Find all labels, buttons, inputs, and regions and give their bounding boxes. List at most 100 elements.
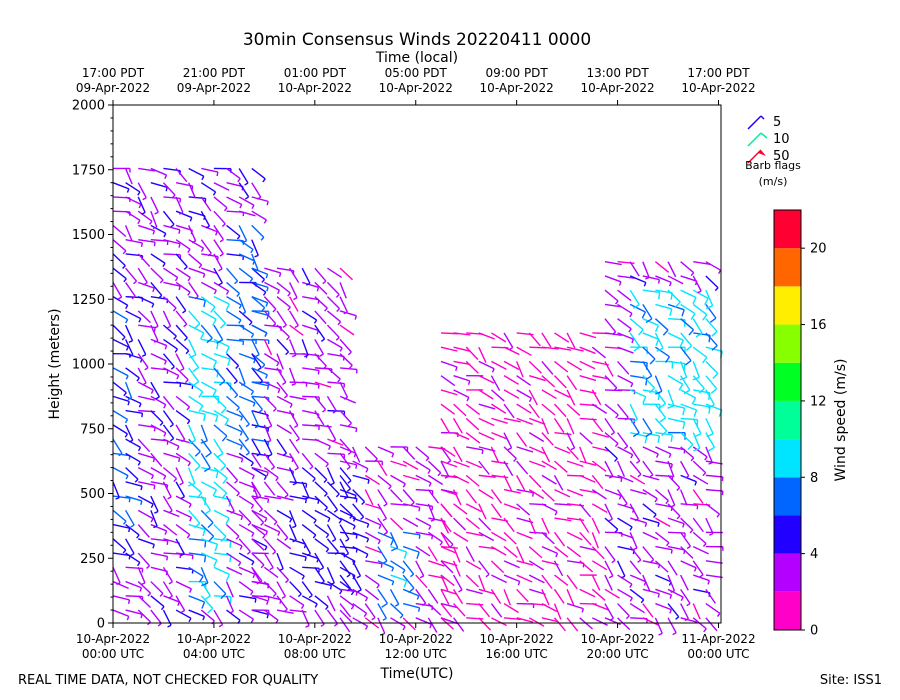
- barb-shaft: [226, 409, 243, 418]
- wind-barb: [541, 589, 550, 606]
- barb-shaft: [440, 517, 452, 533]
- wind-barb: [289, 481, 308, 488]
- wind-barb: [630, 431, 648, 444]
- barb-shaft: [592, 374, 610, 380]
- barb-shaft: [239, 595, 257, 600]
- barb-feather: [272, 551, 277, 555]
- barb-shaft: [667, 460, 675, 478]
- wind-barb: [213, 338, 230, 354]
- barb-feather: [239, 545, 243, 550]
- barb-feather: [610, 431, 615, 436]
- wind-barb: [478, 417, 495, 427]
- wind-barb: [705, 389, 715, 409]
- wind-barb: [137, 267, 148, 286]
- barb-shaft: [238, 296, 247, 313]
- barb-shaft: [453, 374, 470, 382]
- wind-barb: [705, 588, 716, 604]
- barb-shaft: [251, 481, 259, 499]
- wind-barb: [591, 403, 607, 414]
- barb-shaft: [213, 324, 224, 341]
- wind-barb: [490, 375, 501, 391]
- wind-barb: [516, 389, 533, 403]
- barb-shaft: [188, 566, 204, 577]
- wind-barb: [629, 289, 640, 309]
- wind-barb: [175, 552, 194, 560]
- barb-feather: [665, 500, 669, 505]
- wind-barb: [566, 403, 581, 416]
- barb-shaft: [251, 196, 269, 203]
- barb-feather: [218, 268, 223, 272]
- barb-shaft: [238, 410, 250, 425]
- barb-shaft: [225, 381, 239, 396]
- barb-feather: [150, 503, 154, 509]
- wind-barb: [490, 446, 500, 463]
- barb-shaft: [692, 460, 707, 474]
- barb-shaft: [617, 375, 634, 384]
- barb-shaft: [225, 581, 234, 598]
- barb-feather: [194, 450, 201, 457]
- wind-barb: [478, 332, 495, 340]
- barb-feather: [264, 332, 268, 337]
- barb-shaft: [604, 417, 616, 433]
- barb-feather: [698, 388, 705, 394]
- wind-barb: [655, 517, 671, 528]
- wind-barb: [238, 239, 254, 254]
- barb-shaft: [276, 552, 284, 570]
- barb-shaft: [617, 617, 631, 631]
- wind-barb: [112, 595, 131, 604]
- barb-feather: [633, 346, 641, 352]
- barb-feather: [348, 422, 352, 427]
- barb-shaft: [654, 531, 670, 544]
- barb-feather: [343, 396, 348, 400]
- barb-shaft: [200, 182, 216, 193]
- barb-feather: [382, 517, 387, 522]
- barb-shaft: [188, 239, 204, 249]
- barb-shaft: [326, 495, 339, 511]
- barb-feather: [294, 467, 299, 471]
- barb-feather: [659, 417, 667, 423]
- wind-barb: [541, 574, 553, 590]
- barb-shaft: [554, 346, 572, 351]
- barb-shaft: [692, 346, 708, 358]
- barb-shaft: [642, 418, 653, 434]
- wind-barb: [680, 332, 693, 351]
- barb-feather: [185, 350, 190, 355]
- barb-feather: [188, 439, 196, 444]
- barb-feather: [265, 274, 269, 279]
- barb-shaft: [175, 424, 186, 440]
- wind-barb: [163, 467, 178, 483]
- barb-feather: [126, 188, 130, 193]
- barb-feather: [300, 604, 305, 609]
- barb-feather: [210, 306, 216, 313]
- barb-shaft: [465, 417, 480, 431]
- wind-barb: [238, 225, 248, 244]
- wind-barb: [440, 389, 458, 396]
- wind-barb: [314, 452, 329, 468]
- barb-shaft: [125, 310, 142, 320]
- wind-barb: [616, 489, 628, 507]
- barb-shaft: [288, 524, 297, 541]
- barb-feather: [151, 303, 155, 308]
- wind-barb: [390, 446, 409, 452]
- barb-shaft: [137, 438, 151, 453]
- barb-shaft: [188, 167, 205, 177]
- wind-barb: [339, 452, 351, 470]
- barb-feather: [204, 509, 211, 515]
- wind-barb: [465, 546, 475, 562]
- barb-shaft: [415, 588, 427, 604]
- barb-feather: [250, 249, 254, 254]
- barb-feather: [609, 617, 614, 621]
- wind-barb: [163, 281, 181, 291]
- barb-feather: [266, 201, 269, 206]
- barb-feather: [668, 453, 672, 458]
- barb-shaft: [453, 503, 468, 515]
- barb-shaft: [112, 324, 126, 338]
- barb-feather: [670, 434, 673, 442]
- barb-feather: [177, 601, 180, 606]
- wind-barb: [263, 438, 273, 457]
- barb-shaft: [301, 267, 311, 284]
- barb-shaft: [238, 452, 254, 464]
- wind-barb: [150, 538, 169, 545]
- barb-feather: [668, 282, 672, 287]
- barb-shaft: [339, 538, 350, 554]
